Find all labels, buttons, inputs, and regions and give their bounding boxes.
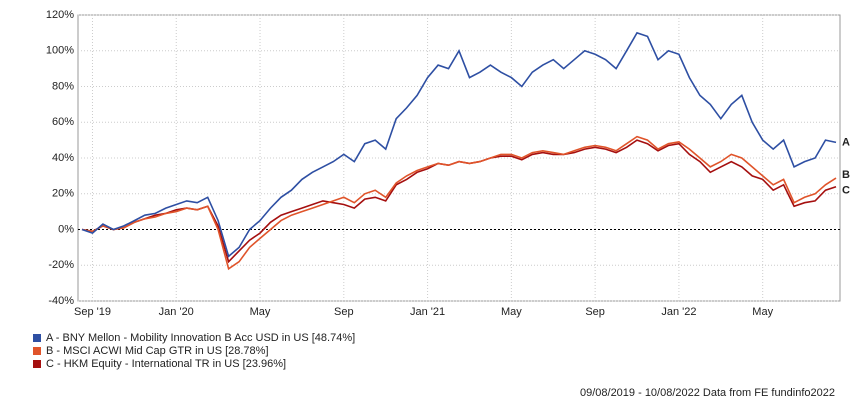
- series-line: [81, 31, 837, 258]
- y-tick-label: 60%: [52, 116, 74, 128]
- legend-label: C - HKM Equity - International TR in US …: [46, 358, 286, 370]
- legend-swatch: [33, 334, 41, 342]
- x-tick-label: Sep: [334, 306, 354, 318]
- y-tick-label: 20%: [52, 188, 74, 200]
- y-tick-label: -20%: [48, 259, 74, 271]
- end-label: B: [842, 169, 850, 181]
- x-tick-label: Sep '19: [74, 306, 111, 318]
- y-tick-label: -40%: [48, 295, 74, 307]
- y-tick-label: 120%: [46, 9, 74, 21]
- y-tick-label: 100%: [46, 45, 74, 57]
- end-label: A: [842, 136, 850, 148]
- series-line: [81, 135, 837, 271]
- legend-swatch: [33, 360, 41, 368]
- legend-swatch: [33, 347, 41, 355]
- x-tick-label: Jan '20: [159, 306, 194, 318]
- y-tick-label: 80%: [52, 80, 74, 92]
- legend-label: A - BNY Mellon - Mobility Innovation B A…: [46, 332, 355, 344]
- x-tick-label: May: [250, 306, 271, 318]
- y-tick-label: 40%: [52, 152, 74, 164]
- x-tick-label: Jan '22: [661, 306, 696, 318]
- footer: 09/08/2019 - 10/08/2022 Data from FE fun…: [580, 387, 835, 399]
- legend-label: B - MSCI ACWI Mid Cap GTR in US [28.78%]: [46, 345, 269, 357]
- y-tick-label: 0%: [58, 223, 74, 235]
- x-tick-label: Sep: [585, 306, 605, 318]
- x-tick-label: Jan '21: [410, 306, 445, 318]
- end-label: C: [842, 185, 850, 197]
- x-tick-label: May: [752, 306, 773, 318]
- x-tick-label: May: [501, 306, 522, 318]
